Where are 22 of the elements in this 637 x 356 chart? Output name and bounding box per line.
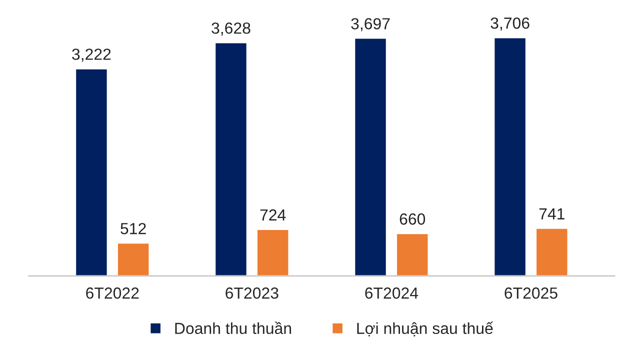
bar [354, 37, 388, 276]
data-label: 512 [120, 222, 146, 234]
data-label: 3,222 [72, 48, 111, 62]
bar [256, 228, 290, 276]
x-tick-label: 6T2023 [226, 287, 278, 299]
x-tick-label: 6T2024 [365, 287, 418, 299]
data-label: 724 [260, 209, 286, 220]
data-label: 3,697 [351, 18, 390, 32]
legend-label: Lợi nhuận sau thuế [357, 322, 494, 336]
x-tick-label: 6T2022 [86, 287, 139, 299]
bar [396, 232, 430, 276]
x-tick-label: 6T2025 [504, 287, 558, 299]
data-label: 3,706 [490, 17, 530, 31]
data-label: 3,628 [212, 22, 250, 36]
bar [116, 242, 150, 276]
data-label: 660 [400, 213, 426, 225]
legend-label: Doanh thu thuần [175, 322, 292, 334]
bar [214, 42, 248, 276]
data-label: 741 [539, 208, 564, 220]
bar [493, 36, 527, 276]
bar [74, 68, 108, 276]
bar [535, 228, 569, 276]
